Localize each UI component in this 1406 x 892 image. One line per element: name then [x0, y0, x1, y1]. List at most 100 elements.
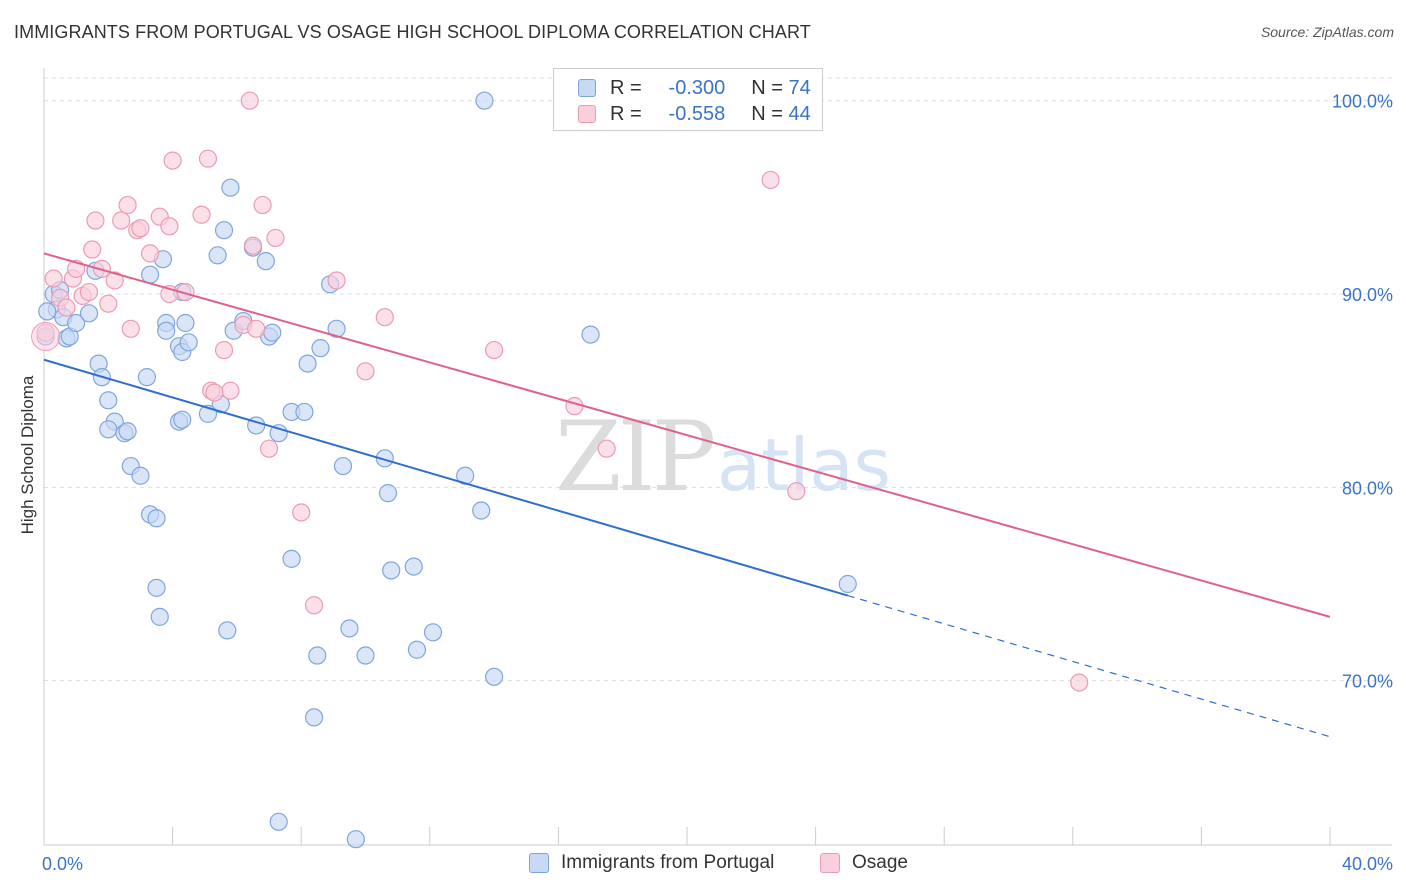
- data-point-portugal: [140, 265, 160, 284]
- data-point-osage: [787, 482, 806, 501]
- data-point-portugal: [131, 466, 150, 485]
- data-point-osage: [192, 205, 211, 224]
- data-point-osage: [198, 149, 218, 168]
- data-point-osage: [118, 195, 137, 215]
- legend-n-value-portugal: 74: [788, 76, 811, 99]
- data-point-portugal: [99, 420, 118, 439]
- data-point-osage: [266, 228, 285, 248]
- data-point-portugal: [38, 302, 57, 321]
- data-point-portugal: [137, 368, 156, 387]
- data-point-portugal: [378, 484, 398, 503]
- data-point-portugal: [150, 607, 169, 626]
- legend-row-portugal: R = -0.300 N = 74: [578, 76, 811, 100]
- data-point-portugal: [311, 339, 330, 358]
- chart-title: IMMIGRANTS FROM PORTUGAL VS OSAGE HIGH S…: [14, 22, 811, 42]
- data-point-portugal: [382, 561, 401, 580]
- data-point-portugal: [147, 509, 166, 528]
- data-point-osage: [83, 240, 102, 259]
- data-point-osage: [565, 397, 584, 416]
- data-point-portugal: [256, 252, 275, 271]
- legend-label-portugal: Immigrants from Portugal: [561, 852, 775, 873]
- legend-r-label: R =: [610, 76, 642, 99]
- data-point-portugal: [375, 449, 394, 468]
- data-point-osage: [304, 596, 324, 615]
- data-point-portugal: [208, 246, 227, 265]
- data-point-portugal: [298, 354, 317, 373]
- legend-swatch-pink: [578, 105, 596, 123]
- data-point-portugal: [221, 178, 240, 197]
- watermark-zip: ZIP: [555, 401, 714, 513]
- legend-swatch-pink: [820, 853, 840, 873]
- trend-line-portugal-extension: [847, 595, 1331, 738]
- legend-n-value-osage: 44: [788, 102, 811, 125]
- data-point-osage: [105, 271, 124, 290]
- data-point-portugal: [269, 812, 288, 831]
- data-point-osage: [485, 340, 504, 360]
- data-point-portugal: [179, 333, 198, 352]
- data-point-portugal: [157, 321, 176, 340]
- data-point-osage: [140, 244, 160, 263]
- y-axis-label: High School Diploma: [18, 375, 37, 534]
- legend-swatch-blue: [578, 79, 596, 97]
- data-point-osage: [214, 340, 234, 360]
- data-point-osage: [121, 319, 140, 338]
- data-point-osage: [247, 319, 266, 338]
- data-point-portugal: [356, 646, 375, 665]
- legend-swatch-blue: [529, 853, 549, 873]
- data-point-portugal: [218, 621, 237, 640]
- data-point-osage: [327, 271, 346, 290]
- data-point-osage: [240, 91, 259, 110]
- data-point-portugal: [407, 640, 427, 659]
- data-point-portugal: [263, 323, 282, 342]
- data-point-portugal: [472, 501, 491, 520]
- data-point-portugal: [214, 221, 234, 240]
- legend-n-label: N =: [751, 102, 783, 125]
- data-point-osage: [375, 308, 394, 327]
- data-point-portugal: [404, 557, 423, 576]
- data-point-osage: [253, 195, 272, 215]
- trend-line-osage: [43, 252, 1331, 618]
- data-point-osage: [176, 282, 195, 302]
- legend-n-label: N =: [751, 76, 783, 99]
- series-legend: Immigrants from Portugal Osage: [0, 852, 1406, 878]
- data-point-portugal: [475, 91, 494, 110]
- data-point-osage: [99, 294, 118, 313]
- data-point-osage: [131, 219, 150, 238]
- data-point-portugal: [308, 646, 327, 665]
- data-point-osage: [79, 282, 99, 302]
- data-point-osage: [44, 269, 63, 288]
- legend-row-osage: R = -0.558 N = 44: [578, 102, 811, 126]
- legend-r-label: R =: [610, 102, 642, 125]
- data-point-portugal: [327, 319, 346, 338]
- data-point-portugal: [99, 391, 118, 410]
- data-point-portugal: [176, 313, 195, 333]
- data-point-portugal: [282, 549, 301, 568]
- data-point-portugal: [346, 830, 365, 849]
- data-point-portugal: [423, 623, 443, 642]
- data-point-osage: [112, 211, 131, 230]
- data-point-portugal: [147, 578, 166, 597]
- data-point-portugal: [295, 402, 314, 422]
- data-point-portugal: [485, 667, 504, 686]
- data-point-portugal: [340, 619, 359, 638]
- y-tick-label: 90.0%: [1342, 285, 1393, 305]
- data-point-osage: [761, 170, 780, 190]
- source-label: Source: ZipAtlas.com: [1260, 24, 1394, 40]
- data-point-osage: [221, 381, 240, 400]
- legend-item-osage[interactable]: Osage: [820, 852, 908, 874]
- data-point-portugal: [118, 422, 137, 441]
- y-tick-label: 100.0%: [1332, 92, 1393, 112]
- data-point-osage: [597, 439, 616, 458]
- data-point-osage: [163, 151, 182, 170]
- data-point-osage: [1070, 673, 1089, 692]
- data-point-osage: [259, 439, 279, 458]
- data-point-portugal: [838, 574, 857, 594]
- data-point-portugal: [67, 313, 86, 333]
- data-point-osage: [160, 217, 179, 236]
- legend-label-osage: Osage: [852, 852, 908, 873]
- data-point-osage: [86, 211, 105, 230]
- data-point-portugal: [173, 410, 192, 429]
- trend-line-portugal: [43, 358, 849, 597]
- legend-r-value-portugal: -0.300: [668, 76, 726, 99]
- legend-item-portugal[interactable]: Immigrants from Portugal: [529, 852, 774, 874]
